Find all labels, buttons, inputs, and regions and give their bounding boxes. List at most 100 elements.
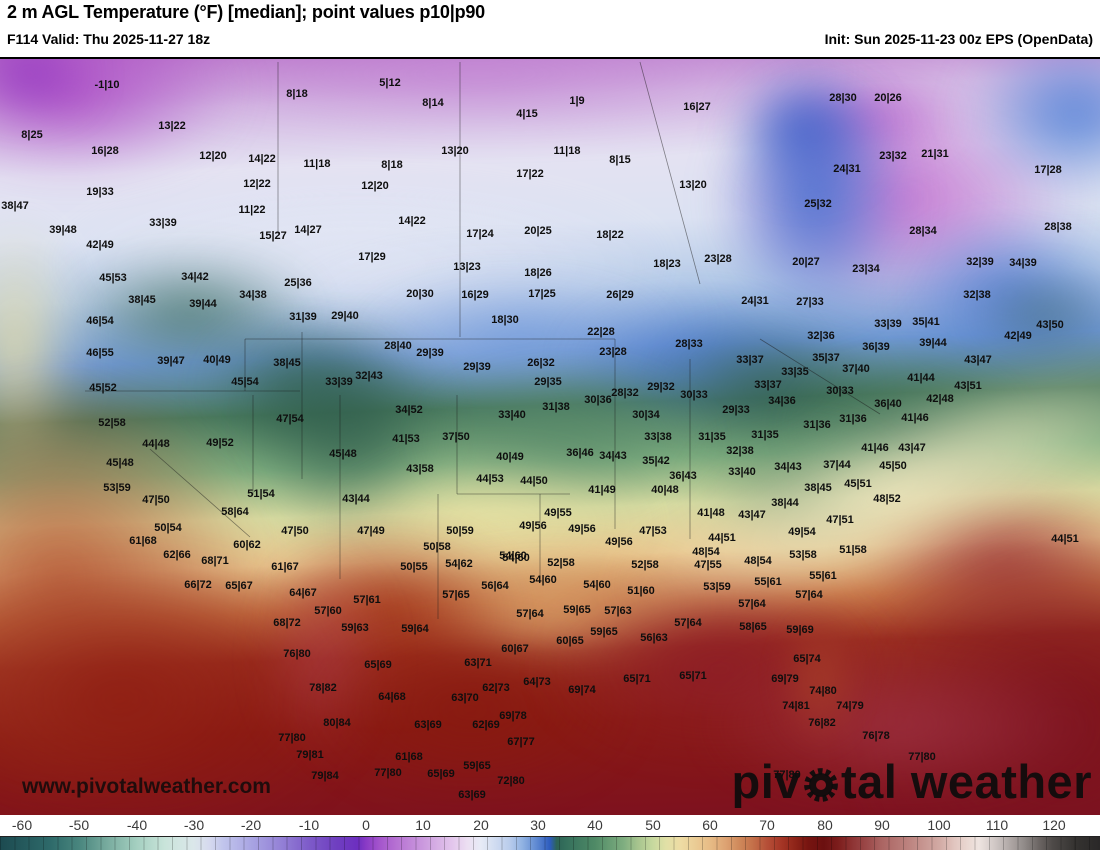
point-value: 60|65	[556, 635, 584, 647]
point-value: 38|45	[273, 357, 301, 369]
point-value: 47|54	[276, 413, 304, 425]
point-value: 21|31	[921, 148, 949, 160]
point-value: 11|22	[238, 204, 266, 216]
point-value: 57|65	[442, 589, 470, 601]
point-value: 76|80	[283, 648, 311, 660]
point-value: 38|45	[804, 482, 832, 494]
point-value: 62|73	[482, 682, 510, 694]
point-value: 44|50	[520, 475, 548, 487]
point-value: 26|29	[606, 289, 634, 301]
point-value: 14|22	[248, 153, 276, 165]
point-value: 43|44	[342, 493, 370, 505]
point-value: 59|69	[786, 624, 814, 636]
watermark-url: www.pivotalweather.com	[22, 775, 271, 798]
point-value: 43|51	[954, 380, 982, 392]
point-value: 37|40	[842, 363, 870, 375]
point-value: 60|67	[501, 643, 529, 655]
point-value: 57|61	[353, 594, 381, 606]
point-value: 55|61	[809, 570, 837, 582]
point-value: 41|46	[901, 412, 929, 424]
point-value: 29|40	[331, 310, 359, 322]
point-value: 20|26	[874, 92, 902, 104]
point-value: 77|80	[908, 751, 936, 763]
point-value: 42|48	[926, 393, 954, 405]
point-value: 49|52	[206, 437, 234, 449]
point-value: 43|50	[1036, 319, 1064, 331]
point-value: 27|33	[796, 296, 824, 308]
point-value: 18|30	[491, 314, 519, 326]
point-value: 28|40	[384, 340, 412, 352]
colorbar-tick-label: 90	[874, 817, 890, 833]
point-value: 13|20	[441, 145, 469, 157]
point-value: 29|32	[647, 381, 675, 393]
point-value: 44|48	[142, 438, 170, 450]
point-value: 11|18	[553, 145, 581, 157]
point-value: 74|81	[782, 700, 810, 712]
point-value: 50|59	[446, 525, 474, 537]
point-value: 65|71	[679, 670, 707, 682]
point-value: 66|72	[184, 579, 212, 591]
point-value: 29|39	[463, 361, 491, 373]
point-value: 39|44	[189, 298, 217, 310]
point-value: 47|50	[281, 525, 309, 537]
point-value: 63|69	[414, 719, 442, 731]
point-value: 77|80	[374, 767, 402, 779]
point-value: 16|28	[91, 145, 119, 157]
point-value: 79|81	[296, 749, 324, 761]
point-value: 56|64	[481, 580, 509, 592]
point-value: 67|77	[507, 736, 535, 748]
point-value: 17|22	[516, 168, 544, 180]
point-value: 50|58	[423, 541, 451, 553]
point-value: 45|53	[99, 272, 127, 284]
colorbar-tick-label: -30	[183, 817, 205, 833]
point-value: 69|79	[771, 673, 799, 685]
colorbar-tick-label: -20	[240, 817, 262, 833]
point-value: 61|68	[395, 751, 423, 763]
point-value: 43|47	[964, 354, 992, 366]
point-value: 18|26	[524, 267, 552, 279]
point-value: 40|49	[496, 451, 524, 463]
point-value: 37|50	[442, 431, 470, 443]
point-value: 33|40	[498, 409, 526, 421]
point-value: 39|48	[49, 224, 77, 236]
point-value: 50|54	[154, 522, 182, 534]
point-value: 78|82	[309, 682, 337, 694]
point-value: 33|35	[781, 366, 809, 378]
point-value: 1|9	[569, 95, 585, 107]
point-value: 35|41	[912, 316, 940, 328]
point-value: 60|62	[233, 539, 261, 551]
point-value: 30|34	[632, 409, 660, 421]
point-value: -1|10	[94, 79, 120, 91]
point-value: 65|69	[364, 659, 392, 671]
point-value: 23|34	[852, 263, 880, 275]
colorbar-tick-label: -40	[126, 817, 148, 833]
point-value: 29|39	[416, 347, 444, 359]
point-value: 31|39	[289, 311, 317, 323]
point-value: 33|39	[325, 376, 353, 388]
point-value: 58|64	[221, 506, 249, 518]
point-value: 34|42	[181, 271, 209, 283]
point-value: 57|60	[314, 605, 342, 617]
point-value: 54|62	[445, 558, 473, 570]
colorbar-tick-label: 80	[817, 817, 833, 833]
point-value: 41|46	[861, 442, 889, 454]
point-value: 44|51	[708, 532, 736, 544]
point-value: 41|48	[697, 507, 725, 519]
point-value: 65|67	[225, 580, 253, 592]
colorbar-tick-label: -60	[11, 817, 33, 833]
point-value: 36|43	[669, 470, 697, 482]
point-value: 47|55	[694, 559, 722, 571]
temperature-field	[0, 59, 1100, 815]
point-value: 72|80	[497, 775, 525, 787]
point-value: 41|49	[588, 484, 616, 496]
point-value: 79|84	[311, 770, 339, 782]
point-value: 57|64	[516, 608, 544, 620]
point-value: 33|38	[644, 431, 672, 443]
point-value: 77|80	[773, 769, 801, 781]
point-value: 38|44	[771, 497, 799, 509]
point-value: 45|51	[844, 478, 872, 490]
point-value: 40|48	[651, 484, 679, 496]
point-value: 13|22	[158, 120, 186, 132]
point-value: 64|68	[378, 691, 406, 703]
